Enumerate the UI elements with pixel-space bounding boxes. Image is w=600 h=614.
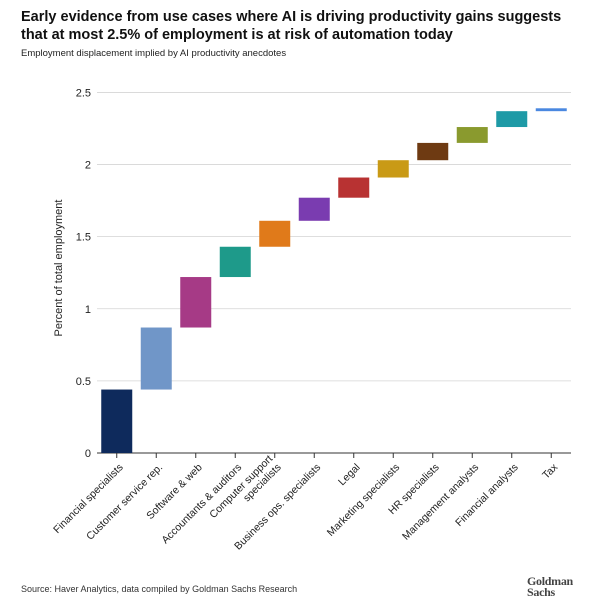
bar-management-analysts	[456, 127, 488, 143]
bar-accountants-auditors	[219, 246, 251, 278]
logo-line-2: Sachs	[527, 585, 555, 599]
y-tick-label: 0.5	[76, 376, 91, 388]
bars	[101, 108, 567, 453]
goldman-sachs-logo: Goldman Sachs	[527, 574, 587, 599]
y-tick-label: 2.5	[76, 87, 91, 99]
y-tick-label: 1	[85, 304, 91, 316]
svg-text:Financial specialists: Financial specialists	[51, 461, 126, 536]
source-note: Source: Haver Analytics, data compiled b…	[21, 584, 298, 594]
bar-tax	[535, 108, 567, 112]
svg-text:Tax: Tax	[540, 461, 561, 482]
chart-title: Early evidence from use cases where AI i…	[21, 9, 562, 43]
bar-customer-service-rep	[140, 327, 172, 390]
gridlines	[97, 92, 571, 454]
chart-subtitle: Employment displacement implied by AI pr…	[21, 48, 287, 59]
svg-text:Customer service rep.: Customer service rep.	[84, 461, 165, 542]
bar-financial-specialists	[101, 389, 133, 453]
bar-business-ops-specialists	[298, 197, 330, 221]
x-tick-label: Financial specialists	[51, 461, 126, 536]
y-tick-label: 2	[85, 160, 91, 172]
y-tick-label: 1.5	[76, 232, 91, 244]
y-axis: 0 0.5 1 1.5 2 2.5	[76, 87, 91, 460]
bar-computer-support-specialists	[259, 220, 291, 247]
y-axis-label: Percent of total employment	[53, 200, 65, 337]
logo-line-1: Goldman	[527, 574, 573, 588]
svg-text:Marketing specialists: Marketing specialists	[325, 461, 402, 538]
svg-text:Legal: Legal	[336, 461, 363, 488]
x-tick-label: Customer service rep.	[84, 461, 165, 542]
bar-software-web	[180, 277, 212, 328]
svg-text:Management analysts: Management analysts	[400, 461, 481, 542]
x-tick-label: Tax	[540, 461, 561, 482]
bar-legal	[338, 177, 370, 198]
bar-marketing-specialists	[377, 160, 409, 178]
x-tick-label: Legal	[336, 461, 363, 488]
y-tick-label: 0	[85, 448, 91, 460]
bar-financial-analysts	[496, 111, 528, 128]
bar-hr-specialists	[417, 142, 449, 161]
x-tick-label: Management analysts	[400, 461, 481, 542]
x-tick-label: Marketing specialists	[325, 461, 402, 538]
